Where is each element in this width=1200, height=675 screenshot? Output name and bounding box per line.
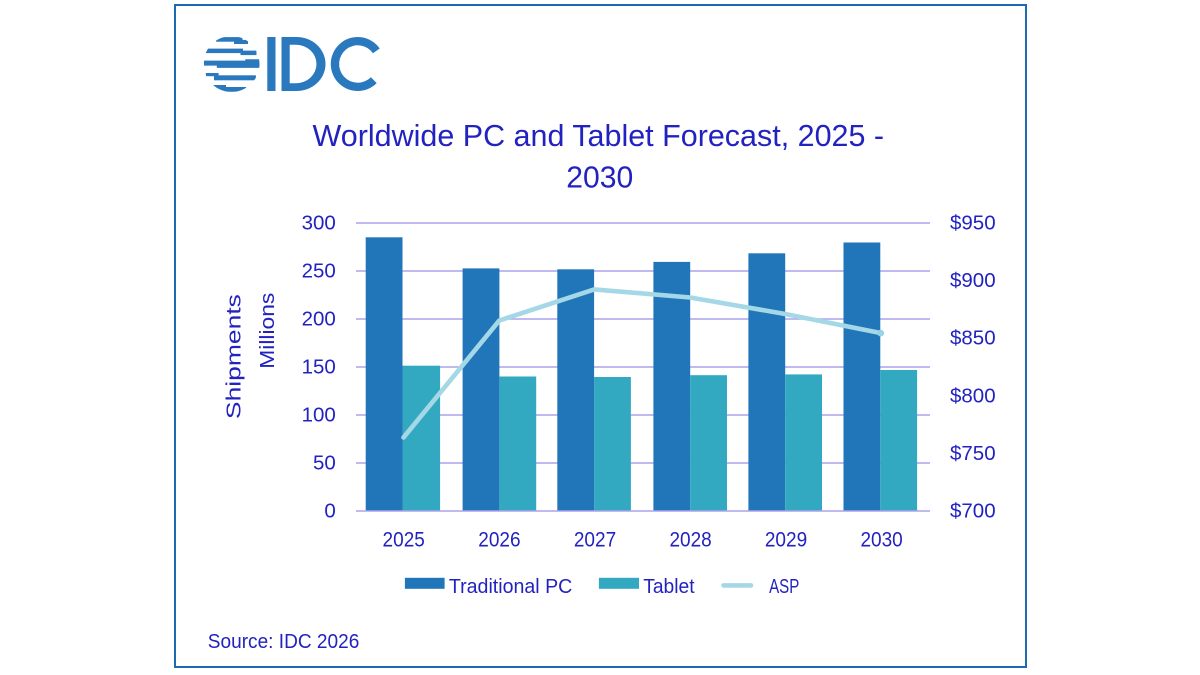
svg-text:Worldwide PC and Tablet Foreca: Worldwide PC and Tablet Forecast, 2025 -	[313, 118, 885, 153]
svg-text:100: 100	[302, 404, 336, 427]
svg-text:Traditional PC: Traditional PC	[449, 575, 573, 598]
svg-text:$750: $750	[950, 442, 996, 465]
svg-text:300: 300	[302, 212, 336, 235]
svg-text:$700: $700	[950, 500, 996, 523]
svg-text:$850: $850	[950, 327, 996, 350]
svg-text:2028: 2028	[669, 529, 711, 552]
svg-text:Source: IDC 2026: Source: IDC 2026	[208, 630, 359, 653]
svg-text:50: 50	[313, 452, 336, 475]
svg-text:Shipments: Shipments	[223, 294, 246, 419]
svg-text:2029: 2029	[765, 529, 807, 552]
svg-text:Millions: Millions	[256, 293, 279, 369]
svg-text:$950: $950	[950, 212, 996, 235]
svg-text:Tablet: Tablet	[643, 575, 695, 598]
svg-text:200: 200	[302, 308, 336, 331]
svg-text:0: 0	[324, 500, 335, 523]
svg-text:$800: $800	[950, 384, 996, 407]
svg-text:250: 250	[302, 260, 336, 283]
svg-text:2030: 2030	[566, 159, 633, 194]
svg-text:2030: 2030	[860, 529, 902, 552]
svg-text:2027: 2027	[574, 529, 616, 552]
svg-text:$900: $900	[950, 269, 996, 292]
svg-text:2026: 2026	[478, 529, 520, 552]
svg-text:2025: 2025	[383, 529, 425, 552]
svg-text:ASP: ASP	[769, 575, 799, 598]
svg-text:150: 150	[302, 356, 336, 379]
